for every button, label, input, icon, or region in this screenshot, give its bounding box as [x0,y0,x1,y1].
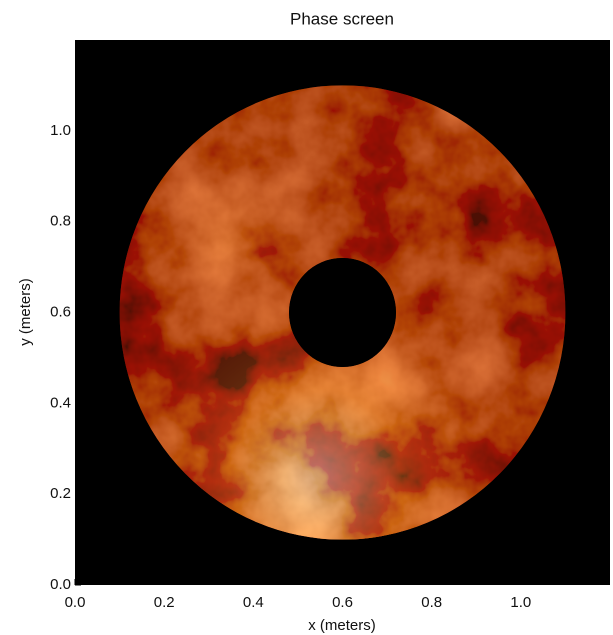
x-tick-label: 1.0 [510,594,531,611]
y-axis-label: y (meters) [17,278,34,346]
y-tick-label: 0.0 [50,576,71,593]
chart-title: Phase screen [290,9,394,28]
y-tick-label: 0.2 [50,485,71,502]
chart: Phase screen x (meters) y (meters) 0.00.… [0,0,613,635]
x-tick-label: 0.6 [332,594,353,611]
y-tick-label: 0.6 [50,303,71,320]
x-axis-label: x (meters) [308,617,376,634]
y-tick-label: 1.0 [50,122,71,139]
x-tick-label: 0.0 [65,594,86,611]
pupil-obscuration [289,258,396,367]
y-tick-label: 0.4 [50,394,71,411]
x-tick-label: 0.4 [243,594,264,611]
x-tick-label: 0.8 [421,594,442,611]
x-tick-label: 0.2 [154,594,175,611]
y-tick-label: 0.8 [50,213,71,230]
